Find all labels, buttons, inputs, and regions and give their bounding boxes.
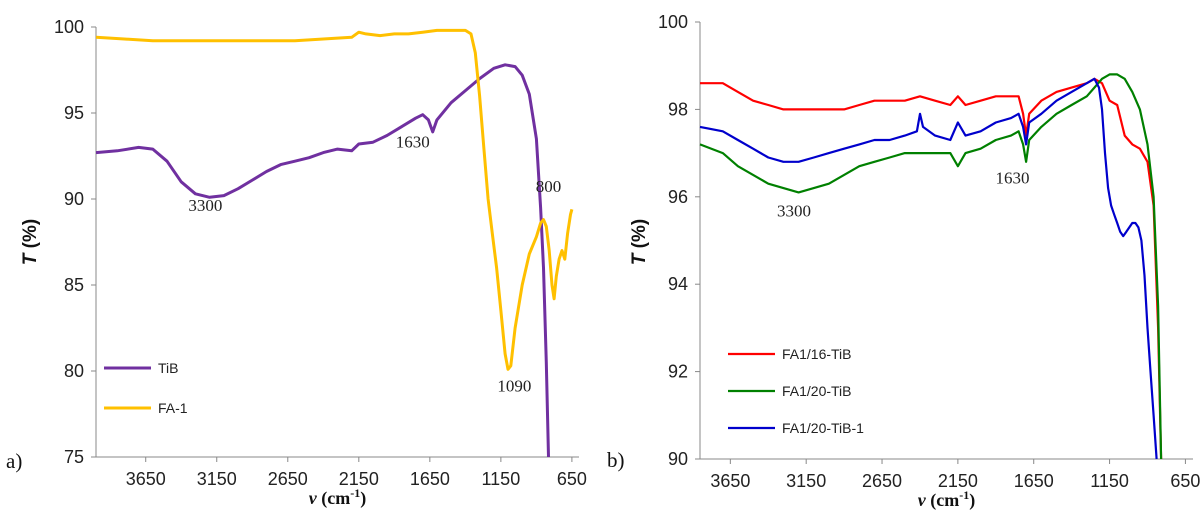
x-tick-label: 1650: [410, 469, 450, 489]
x-axis-label-var: ν: [309, 488, 318, 508]
x-axis-label-unit: (cm: [317, 488, 350, 509]
y-axis-label-var: T: [629, 252, 650, 265]
y-axis-label-unit: (%): [20, 219, 41, 254]
legend-label: FA1/16-TiB: [782, 346, 852, 362]
y-tick-label: 95: [64, 103, 84, 123]
x-tick-label: 2150: [938, 471, 978, 491]
series-line-fa1-20-tib: [699, 73, 1163, 460]
x-tick-label: 2650: [862, 471, 902, 491]
peak-annotation: 1630: [995, 169, 1029, 188]
legend-label: FA-1: [158, 400, 188, 416]
x-axis-label-sup: -1: [350, 486, 360, 500]
series-line-fa-1: [95, 28, 574, 371]
x-tick-label: 3150: [197, 469, 237, 489]
y-axis-label: T (%): [629, 219, 650, 265]
y-axis-label: T (%): [20, 219, 41, 265]
legend-label: TiB: [158, 360, 178, 376]
x-tick-label: 1650: [1014, 471, 1054, 491]
x-axis-label-var: ν: [918, 490, 927, 510]
legend-label: FA1/20-TiB: [782, 383, 852, 399]
series-line-tib: [95, 63, 550, 458]
y-tick-label: 92: [668, 362, 688, 382]
x-axis-label: ν (cm-1): [309, 486, 366, 509]
y-tick-label: 90: [668, 449, 688, 469]
y-tick-label: 90: [64, 189, 84, 209]
legend-label: FA1/20-TiB-1: [782, 420, 864, 436]
x-axis-label-sup: -1: [959, 488, 969, 502]
y-tick-label: 98: [668, 99, 688, 119]
series-line-fa1-16-tib: [700, 77, 1163, 460]
panel-label: a): [6, 449, 22, 473]
panel-label: b): [607, 448, 625, 472]
x-tick-label: 2650: [268, 469, 308, 489]
chart-panel-a: 75 80 85 90 95 100 3650 3150 2650 2150 1650 1150 650…: [6, 17, 587, 509]
y-tick-label: 85: [64, 275, 84, 295]
peak-annotation: 1090: [497, 377, 531, 396]
x-tick-label: 3650: [710, 471, 750, 491]
x-axis-label: ν (cm-1): [918, 488, 975, 511]
peak-annotation: 3300: [188, 196, 222, 215]
y-axis-label-var: T: [20, 252, 41, 265]
x-tick-label: 3150: [786, 471, 826, 491]
y-tick-label: 80: [64, 361, 84, 381]
x-tick-label: 1150: [1090, 471, 1129, 491]
y-tick-label: 100: [54, 17, 84, 37]
peak-annotation: 800: [536, 177, 562, 196]
x-tick-label: 650: [557, 469, 587, 489]
y-tick-label: 96: [668, 187, 688, 207]
x-tick-label: 650: [1170, 471, 1200, 491]
x-tick-label: 1150: [482, 469, 521, 489]
y-tick-label: 75: [64, 447, 84, 467]
peak-annotation: 1630: [396, 132, 430, 151]
y-tick-label: 94: [668, 274, 688, 294]
x-axis-label-unit: (cm: [926, 490, 959, 511]
x-axis-label-close: ): [969, 490, 975, 511]
y-axis-label-unit: (%): [629, 219, 650, 254]
x-axis-label-close: ): [360, 488, 366, 509]
series-line-fa1-20-tib-1: [699, 77, 1158, 460]
y-tick-label: 100: [658, 12, 688, 32]
chart-panel-b: 90 92 94 96 98 100 3650 3150 2650 2150 1650 1150 650…: [607, 12, 1200, 511]
x-tick-label: 2150: [339, 469, 379, 489]
peak-annotation: 3300: [777, 201, 811, 220]
x-tick-label: 3650: [126, 469, 166, 489]
